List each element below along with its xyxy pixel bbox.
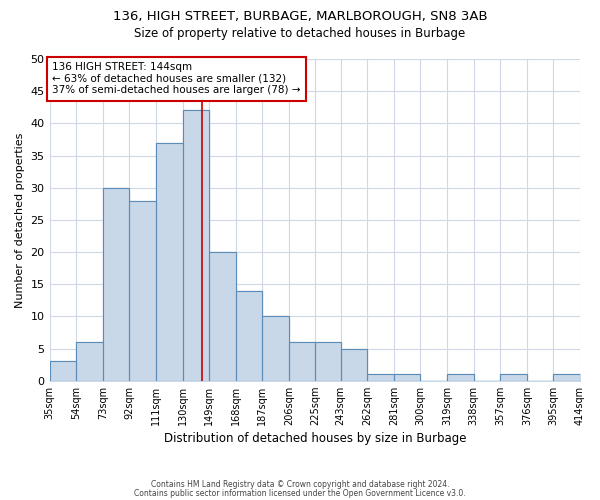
Text: 136 HIGH STREET: 144sqm
← 63% of detached houses are smaller (132)
37% of semi-d: 136 HIGH STREET: 144sqm ← 63% of detache… xyxy=(52,62,301,96)
Y-axis label: Number of detached properties: Number of detached properties xyxy=(15,132,25,308)
Text: Size of property relative to detached houses in Burbage: Size of property relative to detached ho… xyxy=(134,28,466,40)
X-axis label: Distribution of detached houses by size in Burbage: Distribution of detached houses by size … xyxy=(164,432,466,445)
Text: 136, HIGH STREET, BURBAGE, MARLBOROUGH, SN8 3AB: 136, HIGH STREET, BURBAGE, MARLBOROUGH, … xyxy=(113,10,487,23)
Text: Contains public sector information licensed under the Open Government Licence v3: Contains public sector information licen… xyxy=(134,489,466,498)
Text: Contains HM Land Registry data © Crown copyright and database right 2024.: Contains HM Land Registry data © Crown c… xyxy=(151,480,449,489)
